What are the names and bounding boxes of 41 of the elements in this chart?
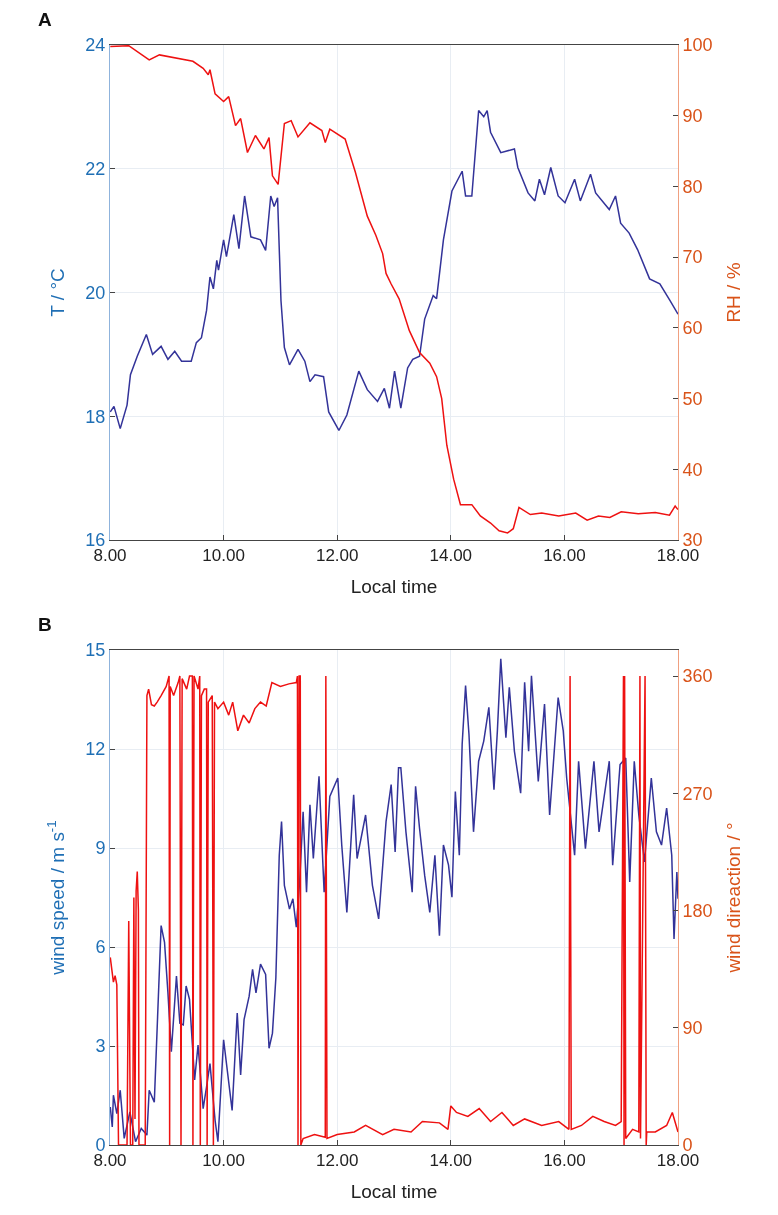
y-tick-label: 15 xyxy=(85,640,106,661)
y-tick-label: 9 xyxy=(95,838,106,859)
line-series xyxy=(110,45,678,534)
y2-tick-label: 100 xyxy=(682,35,713,56)
y2-tick-label: 360 xyxy=(682,666,713,687)
y-tick-label: 3 xyxy=(95,1036,106,1057)
y-axis-title: T / °C xyxy=(47,268,69,317)
line-series xyxy=(110,109,678,432)
y2-tick-label: 270 xyxy=(682,783,713,804)
x-tick-label: 10.00 xyxy=(202,546,245,566)
x-tick-label: 8.00 xyxy=(93,546,127,566)
x-axis-title: Local time xyxy=(350,576,438,598)
x-tick-label: 18.00 xyxy=(656,546,700,566)
x-tick-label: 14.00 xyxy=(429,1151,473,1171)
y2-tick-label: 90 xyxy=(682,106,703,127)
y2-tick-label: 50 xyxy=(682,388,703,409)
x-tick-label: 18.00 xyxy=(656,1151,700,1171)
x-tick-label: 14.00 xyxy=(429,546,473,566)
y2-tick-label: 180 xyxy=(682,900,713,921)
y2-tick-label: 70 xyxy=(682,247,703,268)
y2-tick-label: 80 xyxy=(682,176,703,197)
x-tick-label: 12.00 xyxy=(315,546,359,566)
x-axis-title: Local time xyxy=(350,1181,438,1203)
text: B xyxy=(38,614,52,635)
y-tick-label: 20 xyxy=(85,282,106,303)
y-tick-label: 12 xyxy=(85,739,106,760)
x-tick-label: 10.00 xyxy=(202,1151,245,1171)
y-tick-label: 24 xyxy=(85,35,106,56)
x-tick-label: 12.00 xyxy=(315,1151,359,1171)
x-tick-label: 16.00 xyxy=(543,1151,586,1171)
y2-axis-title: wind direaction / ° xyxy=(723,822,745,974)
y-tick-label: 6 xyxy=(95,937,106,958)
y2-tick-label: 60 xyxy=(682,318,703,339)
y2-tick-label: 40 xyxy=(682,459,703,480)
x-tick-label: 16.00 xyxy=(543,546,586,566)
text: A xyxy=(38,9,52,30)
y2-axis-title: RH / % xyxy=(723,262,745,323)
y2-tick-label: 90 xyxy=(682,1018,703,1039)
x-tick-label: 8.00 xyxy=(93,1151,127,1171)
y-tick-label: 22 xyxy=(85,159,106,180)
y-tick-label: 18 xyxy=(85,406,106,427)
